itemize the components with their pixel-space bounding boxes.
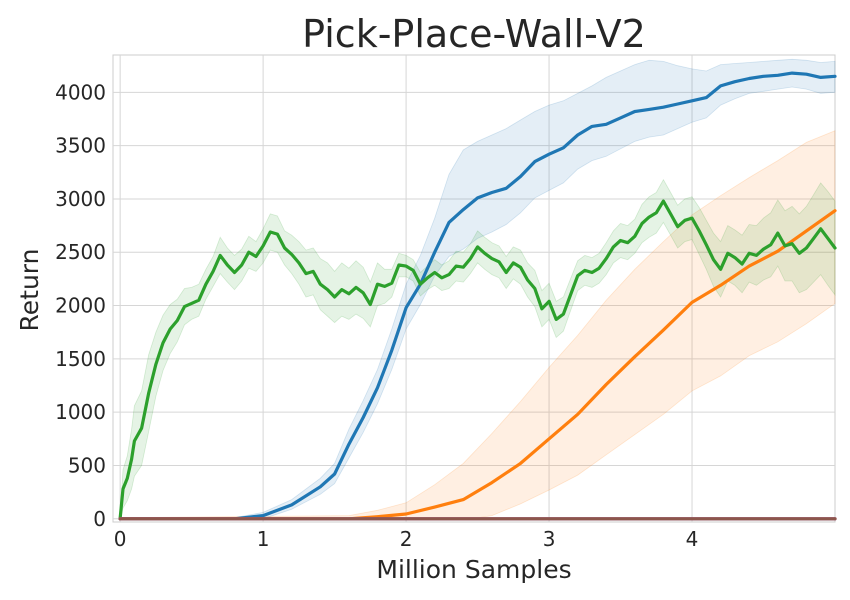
x-tick-label: 0 xyxy=(114,527,127,551)
series-line-2 xyxy=(118,209,837,521)
y-tick-label: 4000 xyxy=(55,80,106,104)
y-tick-label: 2500 xyxy=(55,240,106,264)
x-tick-label: 3 xyxy=(543,527,556,551)
confidence-band-1 xyxy=(119,58,836,521)
series-lines xyxy=(118,71,837,521)
x-tick-label: 1 xyxy=(257,527,270,551)
y-axis-label: Return xyxy=(15,249,44,332)
y-tick-label: 3000 xyxy=(55,187,106,211)
y-tick-label: 3500 xyxy=(55,134,106,158)
x-tick-label: 2 xyxy=(400,527,413,551)
series-line-1 xyxy=(118,71,837,521)
y-tick-label: 1500 xyxy=(55,347,106,371)
y-tick-label: 1000 xyxy=(55,400,106,424)
x-tick-label: 4 xyxy=(686,527,699,551)
x-axis-label: Million Samples xyxy=(376,555,571,584)
chart-title: Pick-Place-Wall-V2 xyxy=(302,12,646,56)
x-tick-labels: 0 1 2 3 4 xyxy=(114,527,699,551)
y-tick-label: 0 xyxy=(93,507,106,531)
series-line-3 xyxy=(118,199,837,521)
y-tick-label: 500 xyxy=(68,453,106,477)
y-tick-labels: 0 500 1000 1500 2000 2500 3000 3500 4000 xyxy=(55,80,106,530)
y-tick-label: 2000 xyxy=(55,294,106,318)
